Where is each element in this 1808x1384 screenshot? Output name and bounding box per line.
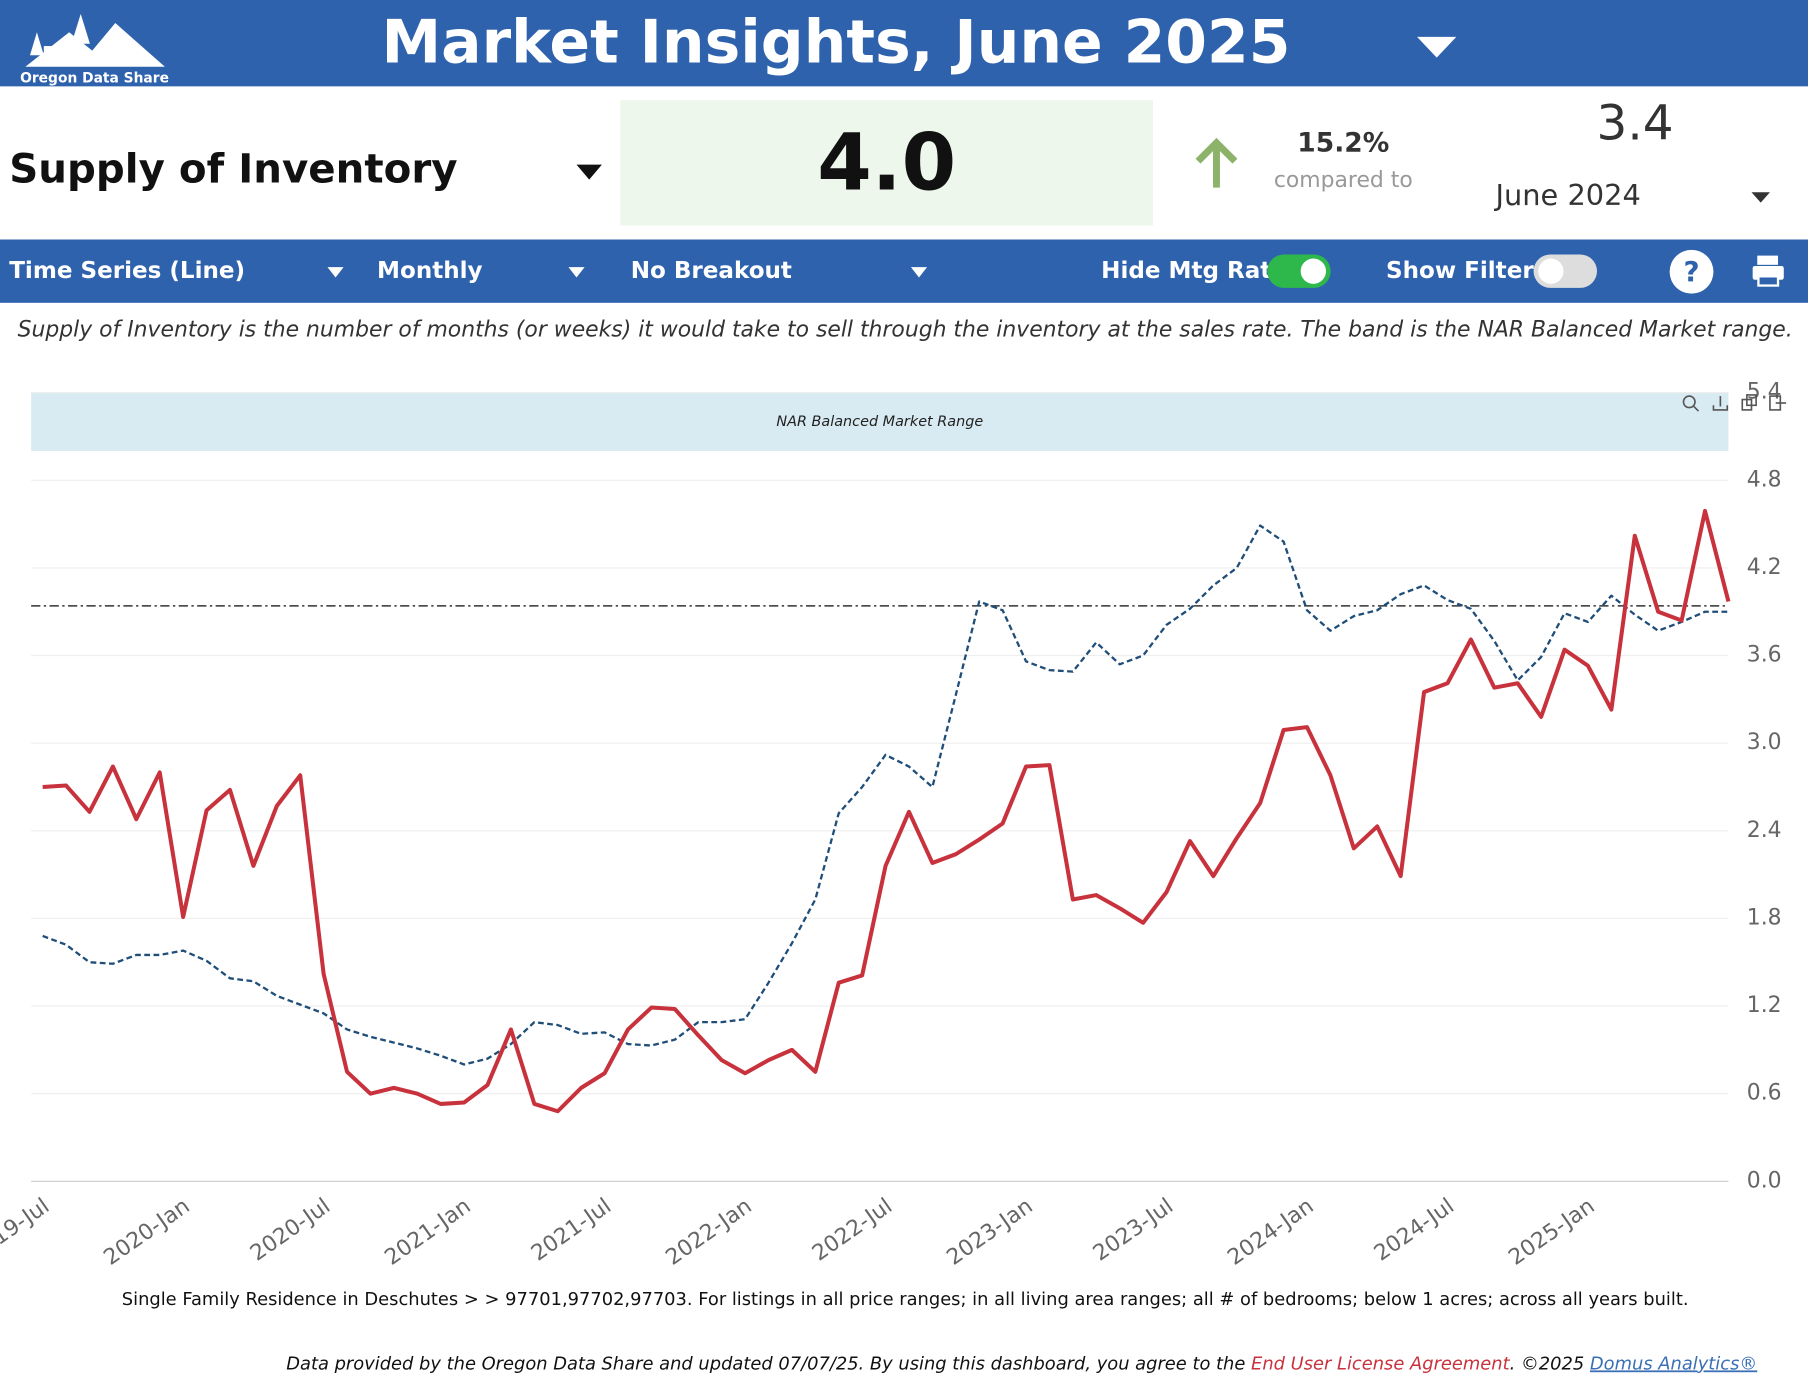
dropdown-arrow[interactable] (910, 267, 928, 278)
mtg-rate-label: Hide Mtg Rate: (1101, 258, 1296, 284)
x-tick-label: 2024-Jul (1370, 1194, 1459, 1267)
y-tick-label: 3.6 (1747, 643, 1782, 668)
x-tick-label: 2023-Jan (942, 1194, 1037, 1271)
x-tick-label: 2021-Jul (527, 1194, 616, 1267)
x-tick-label: 2020-Jan (100, 1194, 195, 1271)
balanced-band (31, 392, 1729, 452)
y-tick-label: 0.0 (1747, 1168, 1782, 1193)
value-box (620, 100, 1154, 226)
x-tick-label: 2021-Jan (381, 1194, 476, 1271)
x-tick-label: 2023-Jul (1089, 1194, 1178, 1267)
header-bar (0, 0, 1808, 87)
toolbar (0, 239, 1808, 303)
interval-select[interactable]: Monthly (377, 258, 483, 284)
page-title: Market Insights, June 2025 (381, 8, 1290, 78)
x-tick-label: 2022-Jul (808, 1194, 897, 1267)
y-tick-label: 3.0 (1747, 730, 1782, 755)
footer-sep: . ©2025 (1510, 1353, 1590, 1374)
breakout-select[interactable]: No Breakout (631, 258, 792, 284)
x-tick-label: 2025-Jan (1504, 1194, 1599, 1271)
footer: Data provided by the Oregon Data Share a… (286, 1353, 1757, 1374)
footer-text: Data provided by the Oregon Data Share a… (286, 1353, 1251, 1374)
filter-note: Single Family Residence in Deschutes > >… (122, 1289, 1689, 1310)
comparison-value: 3.4 (1597, 96, 1674, 152)
up-arrow (1195, 137, 1238, 188)
comparison-period[interactable]: June 2024 (1494, 178, 1641, 212)
y-tick-label: 0.6 (1747, 1081, 1782, 1106)
x-tick-label: 2024-Jan (1223, 1194, 1318, 1271)
filters-label: Show Filters: (1386, 258, 1557, 284)
metric-dropdown[interactable] (576, 164, 602, 180)
y-tick-label: 2.4 (1747, 818, 1782, 843)
dropdown-arrow[interactable] (568, 267, 585, 278)
chart-type-select[interactable]: Time Series (Line) (9, 258, 245, 284)
help-icon[interactable]: ? (1684, 255, 1700, 288)
y-tick-label: 5.4 (1747, 380, 1782, 405)
logo-text: Oregon Data Share (20, 70, 169, 86)
eula-link[interactable]: End User License Agreement (1251, 1353, 1511, 1374)
compared-to: compared to (1274, 168, 1413, 193)
logo: Oregon Data Share (20, 13, 169, 86)
chart-tools[interactable] (1682, 394, 1787, 412)
period-dropdown[interactable] (1751, 192, 1770, 203)
dropdown-arrow[interactable] (327, 267, 344, 278)
x-tick-label: 2019-Jul (0, 1194, 54, 1267)
band-label: NAR Balanced Market Range (776, 414, 983, 430)
metric-selector[interactable]: Supply of Inventory (9, 146, 457, 193)
x-tick-label: 2020-Jul (246, 1194, 335, 1267)
title-dropdown[interactable] (1417, 36, 1457, 58)
y-tick-label: 1.2 (1747, 993, 1782, 1018)
series-line (42, 508, 1731, 1114)
x-tick-label: 2022-Jan (661, 1194, 756, 1271)
current-value: 4.0 (817, 118, 956, 209)
filters-toggle[interactable] (1533, 254, 1597, 288)
description: Supply of Inventory is the number of mon… (18, 317, 1793, 342)
y-tick-label: 4.8 (1747, 467, 1782, 492)
brand-link[interactable]: Domus Analytics® (1590, 1353, 1757, 1374)
change-value: 15.2% (1297, 127, 1389, 158)
series-line (42, 524, 1729, 1066)
mtg-rate-toggle[interactable] (1267, 254, 1331, 288)
chart: NAR Balanced Market Range 0.0 0.6 1.2 1.8 2.4… (0, 380, 1782, 1271)
y-tick-label: 4.2 (1747, 555, 1782, 580)
y-tick-label: 1.8 (1747, 905, 1782, 930)
help-button[interactable] (1669, 249, 1714, 294)
print-button[interactable] (1752, 255, 1784, 287)
